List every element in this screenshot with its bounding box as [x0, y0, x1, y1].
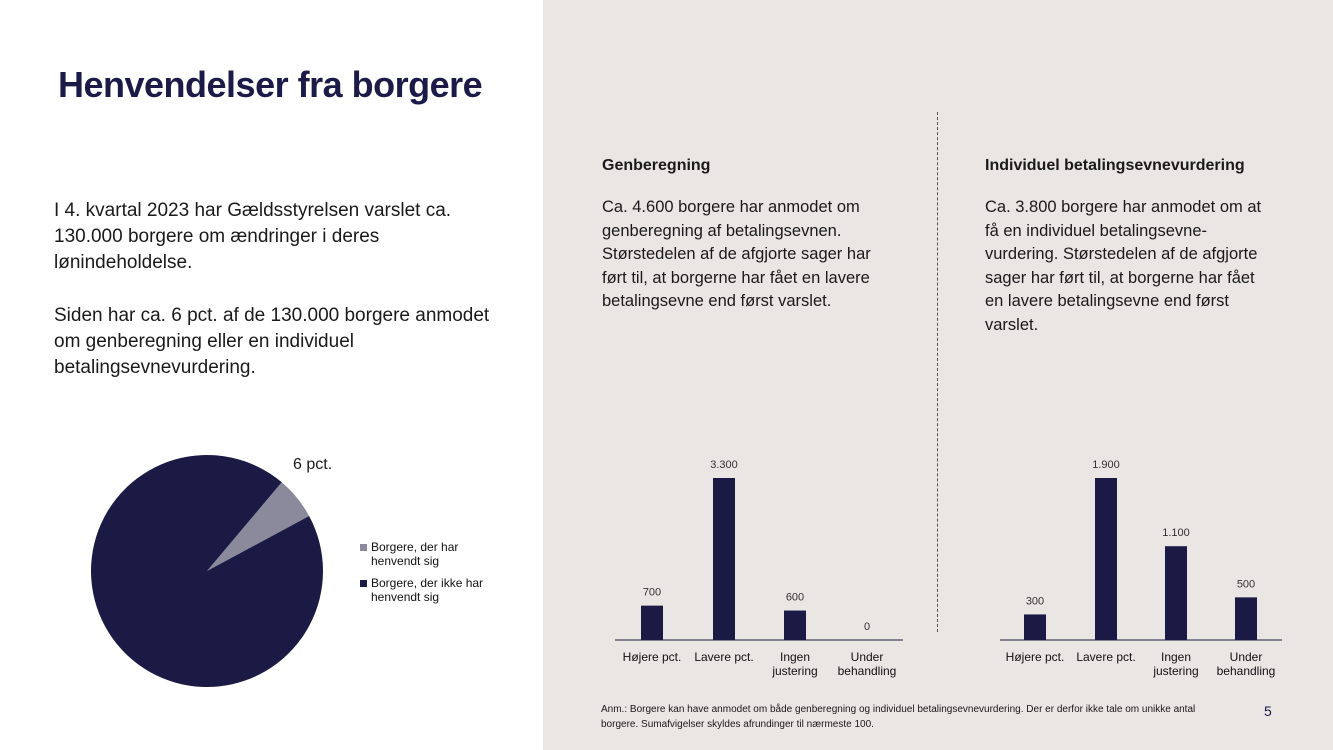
bar-category-label: Under — [851, 650, 884, 664]
bar-category-label: Højere pct. — [1006, 650, 1065, 664]
right-panel-background — [543, 0, 1333, 750]
bar — [1235, 597, 1257, 640]
legend-swatch-contacted — [360, 544, 367, 551]
bar-category-label: Lavere pct. — [1076, 650, 1135, 664]
bar-value-label: 3.300 — [710, 459, 738, 471]
bar-value-label: 1.900 — [1092, 459, 1120, 471]
legend-label-contacted: Borgere, der har henvendt sig — [371, 540, 459, 568]
bar-value-label: 0 — [864, 621, 870, 633]
intro-paragraph-2: Siden har ca. 6 pct. af de 130.000 borge… — [54, 305, 490, 378]
page-title: Henvendelser fra borgere — [58, 64, 483, 105]
bar — [641, 605, 663, 640]
pie-legend: Borgere, der har henvendt sig Borgere, d… — [360, 540, 511, 612]
legend-item-not-contacted: Borgere, der ikke har henvendt sig — [360, 576, 511, 604]
bar-chart-genberegning: 700 Højere pct. 3.300 Lavere pct. 600 Ingenju… — [615, 459, 903, 678]
legend-label-not-contacted: Borgere, der ikke har henvendt sig — [371, 576, 484, 604]
intro-paragraph-1: I 4. kvartal 2023 har Gældsstyrelsen var… — [54, 200, 452, 273]
bar-category-label: justering — [1152, 664, 1198, 678]
bar-value-label: 500 — [1237, 578, 1255, 590]
pie-chart — [91, 455, 323, 687]
bar — [713, 478, 735, 640]
bar-category-label: Ingen — [1161, 650, 1191, 664]
bar-category-label: behandling — [1217, 664, 1276, 678]
bar-category-label: Ingen — [780, 650, 810, 664]
bar-value-label: 300 — [1026, 595, 1044, 607]
bar — [1165, 546, 1187, 640]
bar-value-label: 700 — [643, 587, 661, 599]
section-divider — [937, 112, 938, 632]
bar — [784, 610, 806, 640]
bar-category-label: behandling — [838, 664, 897, 678]
bar-category-label: justering — [771, 664, 817, 678]
section-title-genberegning: Genberegning — [602, 157, 711, 174]
legend-swatch-not-contacted — [360, 580, 367, 587]
section-body-genberegning: Ca. 4.600 borgere har anmodet om genbere… — [602, 198, 871, 310]
bar-value-label: 600 — [786, 592, 804, 604]
section-title-betalingsevnevurdering: Individuel betalingsevnevurdering — [985, 157, 1245, 174]
bar — [1024, 614, 1046, 640]
bar-category-label: Højere pct. — [623, 650, 682, 664]
bar-value-label: 1.100 — [1162, 527, 1190, 539]
pie-slice-not-contacted — [91, 455, 323, 687]
bar-category-label: Lavere pct. — [694, 650, 753, 664]
bar-chart-betalingsevnevurdering: 300 Højere pct. 1.900 Lavere pct. 1.100 Ingen… — [1000, 459, 1282, 678]
legend-item-contacted: Borgere, der har henvendt sig — [360, 540, 511, 568]
pie-slice-contacted — [207, 482, 310, 571]
pie-slice-label: 6 pct. — [293, 456, 333, 473]
bar — [1095, 478, 1117, 640]
section-body-betalingsevnevurdering: Ca. 3.800 borgere har anmodet om at få e… — [985, 198, 1262, 334]
bar-category-label: Under — [1230, 650, 1263, 664]
footnote: Anm.: Borgere kan have anmodet om både g… — [601, 704, 1196, 730]
page-number: 5 — [1264, 703, 1272, 719]
